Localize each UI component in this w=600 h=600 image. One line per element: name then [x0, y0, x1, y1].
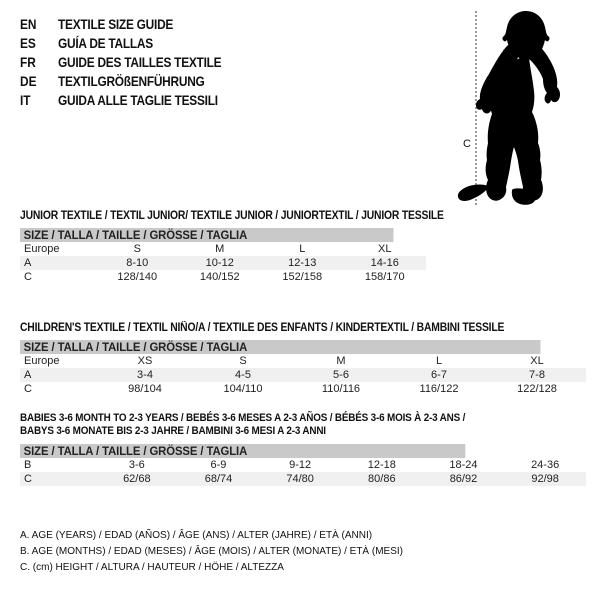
svg-text:C: C [463, 138, 471, 150]
